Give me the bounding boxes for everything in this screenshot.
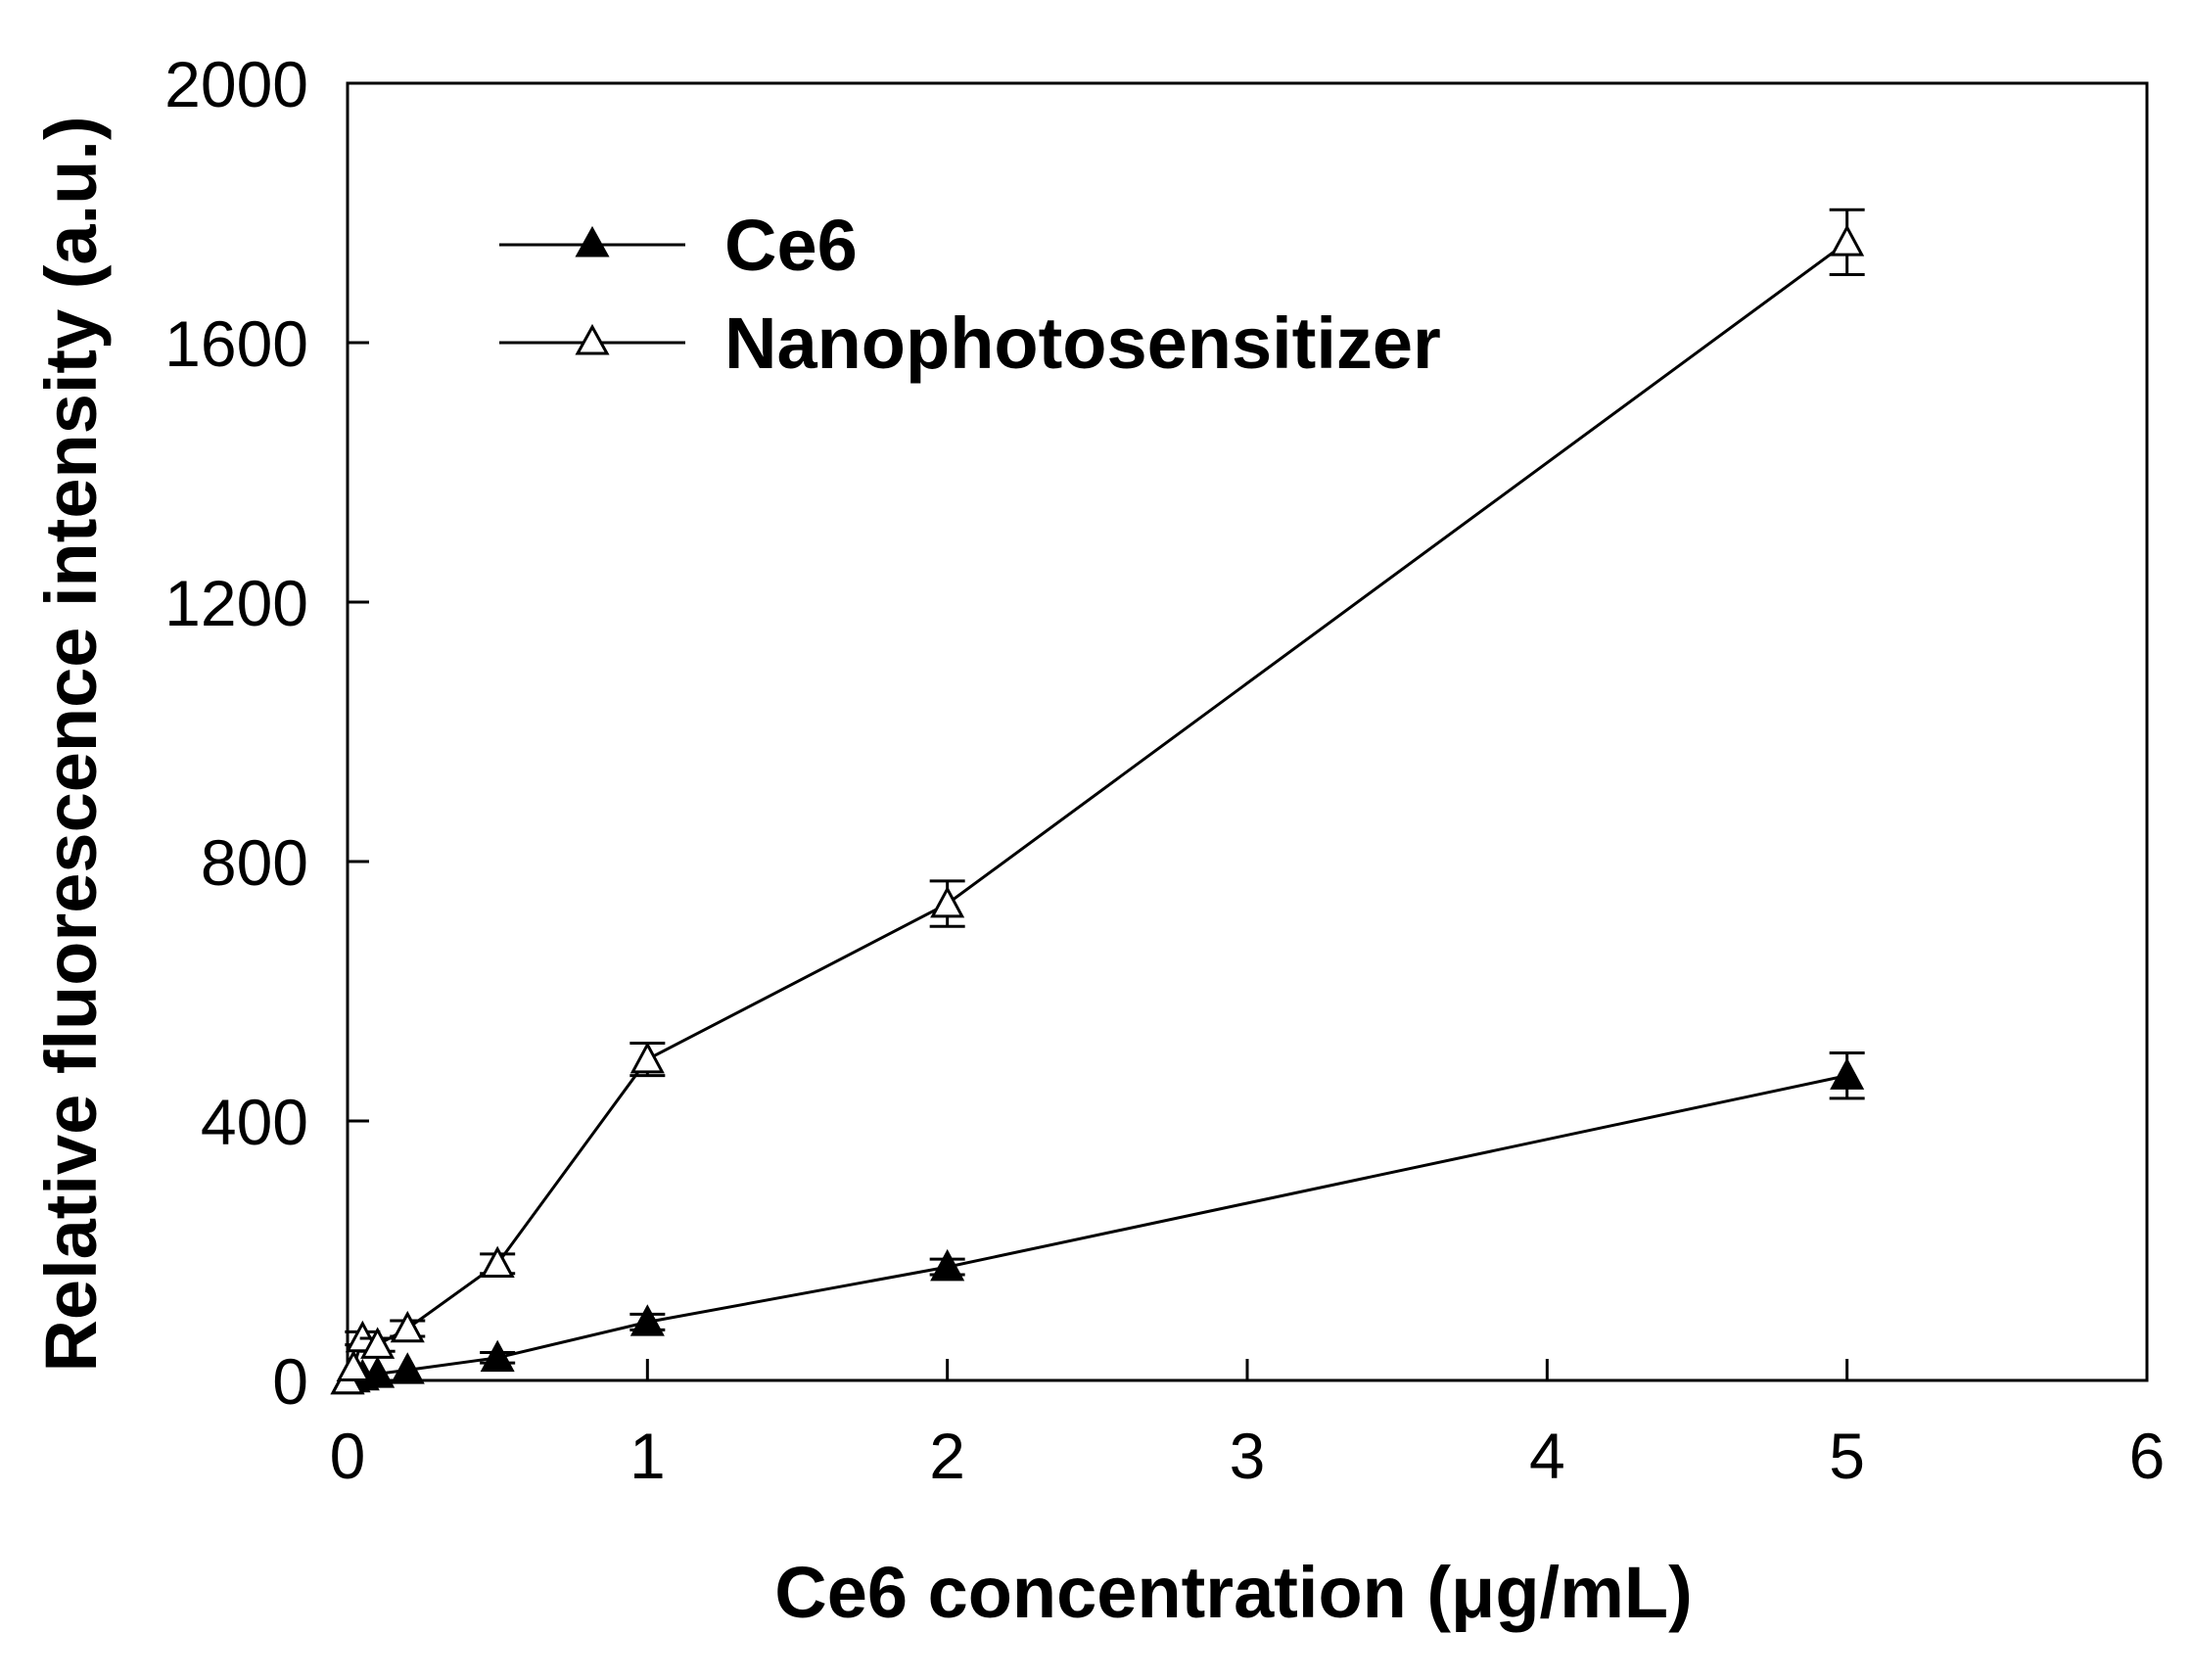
y-tick-label: 400	[201, 1086, 308, 1158]
data-point	[1830, 1057, 1865, 1090]
data-point	[629, 1041, 665, 1074]
data-point	[360, 1327, 396, 1359]
x-tick-label: 3	[1230, 1420, 1266, 1492]
legend-marker-ce6	[575, 225, 610, 257]
series-layer	[330, 208, 1865, 1395]
data-point	[930, 885, 965, 918]
legend-marker-nano	[575, 323, 610, 355]
y-tick-label: 2000	[164, 48, 308, 120]
series-ce6	[330, 1050, 1865, 1395]
data-point	[629, 1304, 665, 1336]
series-nanophotosensitizer	[330, 208, 1865, 1395]
data-point	[480, 1339, 515, 1373]
plot-frame	[346, 81, 2149, 1382]
x-tick-label: 4	[1529, 1420, 1565, 1492]
y-tick-label: 1200	[164, 567, 308, 639]
data-point	[1830, 224, 1865, 257]
y-axis-title: Relative fluorescence intensity (a.u.)	[30, 116, 112, 1372]
x-tick-label: 6	[2129, 1420, 2166, 1492]
data-point	[390, 1310, 425, 1343]
x-tick-label: 1	[629, 1420, 666, 1492]
data-point	[390, 1352, 425, 1384]
legend: Ce6 Nanophotosensitizer	[499, 205, 1441, 384]
data-point	[480, 1245, 515, 1278]
data-point	[336, 1349, 371, 1381]
y-tick-label: 800	[201, 826, 308, 899]
data-point	[360, 1356, 396, 1388]
x-tick-label: 2	[929, 1420, 965, 1492]
y-tick-label: 0	[272, 1345, 308, 1418]
axes: 0 1 2 3 4 5 6 0 400 800 1200 1600 2000	[164, 48, 2165, 1492]
series-line-nanophotosensitizer	[346, 241, 1848, 1381]
legend-label-nano: Nanophotosensitizer	[724, 303, 1441, 384]
series-line-ce6	[347, 1074, 1848, 1382]
data-point	[930, 1248, 965, 1282]
y-tick-label: 1600	[164, 307, 308, 380]
legend-label-ce6: Ce6	[724, 205, 858, 286]
x-tick-label: 5	[1829, 1420, 1865, 1492]
x-axis-title: Ce6 concentration (μg/mL)	[774, 1552, 1692, 1633]
x-tick-label: 0	[330, 1420, 366, 1492]
